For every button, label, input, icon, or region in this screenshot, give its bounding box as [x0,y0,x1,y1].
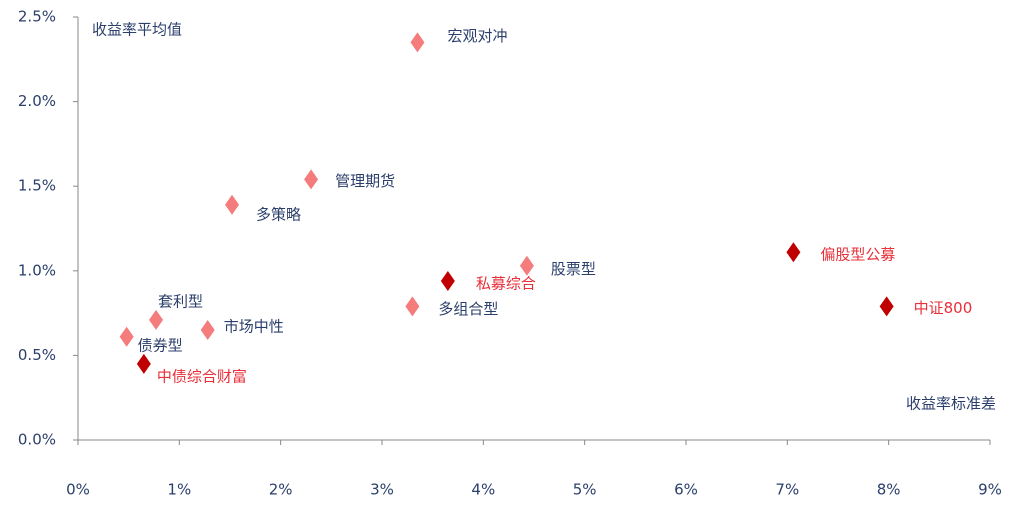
point [405,296,420,317]
point [786,242,801,263]
x-tick-label: 6% [674,481,698,499]
point-label: 管理期货 [335,172,395,190]
y-tick-label: 0.0% [18,431,56,449]
point [304,169,319,190]
point [149,309,164,330]
y-tick-label: 0.5% [18,346,56,364]
x-axis-label: 收益率标准差 [906,395,996,413]
point-label: 多组合型 [438,300,498,318]
x-tick-label: 5% [573,481,597,499]
point-label: 私募综合 [476,274,536,292]
y-tick-label: 1.0% [18,261,56,279]
x-tick-label: 8% [877,481,901,499]
point-label: 偏股型公募 [820,246,895,264]
y-tick-label: 2.5% [18,8,56,26]
y-axis-label: 收益率平均值 [92,21,182,39]
point-label: 股票型 [551,260,596,278]
point-label: 市场中性 [224,318,284,336]
point-label: 多策略 [256,205,301,223]
x-tick-label: 1% [167,481,191,499]
point-label: 宏观对冲 [447,27,507,45]
x-tick-label: 7% [775,481,799,499]
point-label: 债券型 [138,336,183,354]
x-tick-label: 9% [978,481,1002,499]
point [879,296,894,317]
point [410,32,425,53]
point-label: 套利型 [158,292,203,310]
x-tick-label: 2% [269,481,293,499]
point-label: 中债综合财富 [157,367,247,385]
x-tick-label: 0% [66,481,90,499]
point [440,270,455,291]
y-tick-label: 2.0% [18,92,56,110]
y-tick-label: 1.5% [18,177,56,195]
point [225,194,240,215]
point [200,320,215,341]
point [119,326,134,347]
x-tick-label: 4% [471,481,495,499]
point [136,353,151,374]
x-tick-label: 3% [370,481,394,499]
point [519,255,534,276]
point-label: 中证800 [914,299,973,317]
